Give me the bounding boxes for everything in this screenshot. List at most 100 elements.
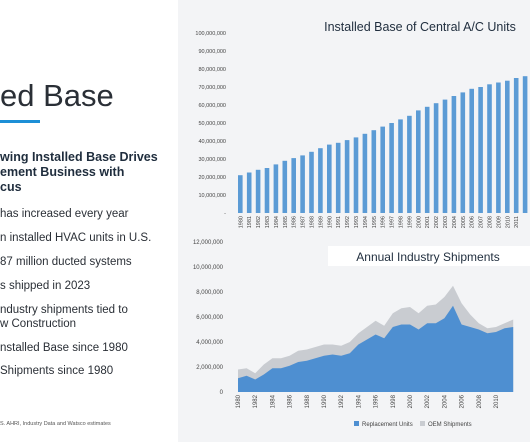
bullet-text: Shipments since 1980 (0, 365, 114, 377)
headline-line: wing Installed Base Drives (0, 150, 158, 164)
source-footnote: S. AHRI, Industry Data and Watsco estima… (0, 421, 111, 427)
x-tick-label: 1997 (390, 216, 396, 228)
y-tick-label: 80,000,000 (198, 67, 226, 73)
installed-base-bar (398, 119, 403, 213)
legend-swatch-oem (420, 421, 425, 426)
y-tick-label: 90,000,000 (198, 49, 226, 55)
y-tick-label: 30,000,000 (198, 157, 226, 163)
bullet-item: Shipments since 1980 (0, 364, 178, 378)
installed-base-bar (478, 87, 483, 213)
installed-base-bar (353, 137, 359, 213)
installed-base-bar (460, 92, 466, 213)
x-tick-label: 2005 (461, 216, 467, 228)
y-tick-label: - (224, 211, 226, 217)
y-tick-label: 6,000,000 (196, 315, 223, 321)
y-tick-label: 4,000,000 (196, 340, 223, 346)
y-tick-label: 40,000,000 (198, 139, 226, 145)
x-tick-label: 1990 (327, 216, 333, 228)
x-tick-label: 2006 (460, 394, 466, 408)
x-tick-label: 2000 (408, 394, 414, 408)
x-tick-label: 1992 (339, 394, 345, 408)
x-tick-label: 1987 (301, 216, 307, 228)
x-tick-label: 2008 (488, 216, 494, 228)
x-tick-label: 1988 (305, 394, 311, 408)
installed-base-bar (433, 103, 439, 213)
y-tick-label: 60,000,000 (198, 103, 226, 109)
x-tick-label: 2002 (425, 394, 431, 408)
x-tick-label: 1994 (356, 394, 362, 408)
bullet-item: nstalled Base since 1980 (0, 341, 178, 355)
x-tick-label: 1993 (354, 216, 360, 228)
x-tick-label: 2001 (425, 216, 431, 228)
y-tick-label: 10,000,000 (198, 193, 226, 199)
slide-title: ed Base (0, 78, 114, 113)
x-tick-label: 2009 (496, 216, 502, 228)
x-tick-label: 2008 (477, 394, 483, 408)
installed-base-bar (327, 144, 332, 213)
x-tick-label: 1980 (236, 394, 242, 408)
installed-base-bar (246, 172, 252, 213)
installed-base-bar (273, 164, 279, 213)
installed-base-bar (380, 126, 385, 213)
bullet-item: s shipped in 2023 (0, 279, 178, 293)
installed-base-bar (335, 142, 341, 213)
legend-swatch-replacement (354, 421, 359, 426)
installed-base-bar (255, 169, 261, 213)
annual-shipments-chart: 0 2,000,000 4,000,000 6,000,000 8,000,000 10,… (193, 240, 530, 428)
x-tick-label: 1986 (288, 394, 294, 408)
y-tick-label: 70,000,000 (198, 85, 226, 91)
bullet-item: 87 million ducted systems (0, 255, 178, 269)
legend-label-replacement: Replacement Units (362, 422, 413, 428)
y-tick-label: 0 (220, 390, 224, 396)
installed-base-bar (496, 82, 501, 213)
y-tick-label: 12,000,000 (193, 240, 224, 246)
bullet-text: w Construction (0, 318, 77, 330)
installed-base-chart: Installed Base of Central A/C Units 10,00… (195, 20, 528, 228)
x-tick-label: 2010 (494, 394, 500, 408)
x-tick-label: 2004 (442, 394, 448, 408)
bullet-item: ndustry shipments tied to w Construction (0, 303, 178, 331)
installed-base-bar (300, 155, 305, 213)
installed-base-bar (416, 110, 421, 213)
x-tick-label: 1992 (345, 216, 351, 228)
bullet-item: has increased every year (0, 207, 178, 221)
installed-base-bar (442, 99, 448, 213)
installed-base-bar (344, 140, 350, 213)
x-tick-label: 1999 (407, 216, 413, 228)
installed-base-bar (291, 158, 296, 213)
x-tick-label: 1991 (336, 216, 342, 228)
bullet-text: nstalled Base since 1980 (0, 342, 128, 354)
installed-base-bar (513, 78, 519, 213)
installed-base-bar (389, 123, 394, 213)
y-tick-label: 100,000,000 (195, 31, 226, 37)
x-tick-label: 1995 (372, 216, 378, 228)
x-tick-label: 1996 (381, 216, 387, 228)
x-tick-label: 1984 (270, 394, 276, 408)
x-tick-label: 1998 (391, 394, 397, 408)
installed-base-bar (318, 148, 323, 213)
x-tick-label: 2007 (479, 216, 485, 228)
bullet-text: has increased every year (0, 208, 129, 220)
headline-line: ement Business with (0, 165, 125, 179)
x-tick-label: 1994 (363, 216, 369, 228)
x-tick-label: 1996 (374, 394, 380, 408)
installed-base-bar (424, 106, 430, 213)
installed-base-bar (487, 84, 492, 213)
installed-base-bar (505, 80, 510, 213)
installed-base-bar (362, 133, 368, 213)
chart-title-background (328, 246, 530, 266)
slide-left-pane: ed Base wing Installed Base Drives ement… (0, 0, 178, 442)
installed-base-bar (238, 175, 243, 213)
x-tick-label: 2004 (452, 216, 458, 228)
x-tick-label: 1985 (283, 216, 289, 228)
slide-headline: wing Installed Base Drives ement Busines… (0, 150, 176, 195)
installed-base-bar (282, 160, 288, 213)
x-tick-label: 1990 (322, 394, 328, 408)
x-tick-label: 1982 (253, 394, 259, 408)
y-tick-label: 8,000,000 (196, 290, 223, 296)
x-tick-label: 2006 (470, 216, 476, 228)
chart-title: Annual Industry Shipments (356, 250, 499, 264)
x-tick-label: 2000 (416, 216, 422, 228)
x-tick-label: 1982 (256, 216, 262, 228)
chart-title: Installed Base of Central A/C Units (324, 20, 516, 34)
